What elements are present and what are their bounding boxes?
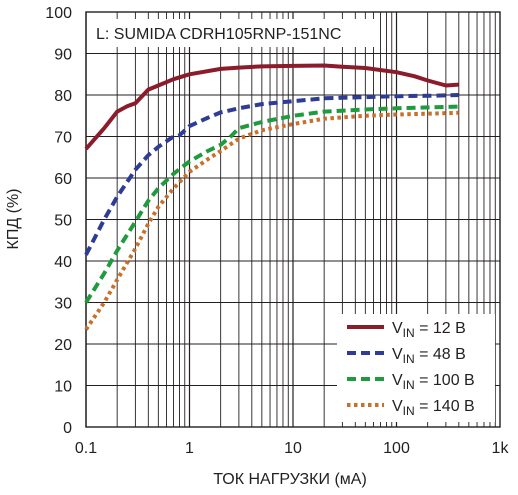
- legend-label-main: V: [392, 372, 403, 389]
- y-tick-label: 70: [54, 130, 72, 147]
- series-line: [84, 63, 459, 151]
- legend-label: VIN = 140 В: [392, 398, 475, 418]
- y-tick-label: 10: [54, 379, 72, 396]
- legend-label-sub: IN: [403, 404, 415, 418]
- y-tick-label: 100: [45, 5, 72, 22]
- legend-label-value: = 12 В: [415, 320, 466, 337]
- legend-label-sub: IN: [403, 378, 415, 392]
- plot-frame: [85, 11, 501, 428]
- legend-label-main: V: [392, 398, 403, 415]
- legend-label: VIN = 48 В: [392, 346, 466, 366]
- y-tick-label: 80: [54, 88, 72, 105]
- tick-labels: 0 10 20 30 40 50 60 70 80 90 100 0.1 1 10 100 1k: [45, 5, 509, 457]
- legend-label-value: = 48 В: [415, 346, 466, 363]
- legend-label: VIN = 100 В: [392, 372, 475, 392]
- legend-label-main: V: [392, 320, 403, 337]
- x-tick-label: 100: [383, 440, 410, 457]
- legend-label-main: V: [392, 346, 403, 363]
- legend-label: VIN = 12 В: [392, 320, 466, 340]
- x-tick-label: 10: [284, 440, 302, 457]
- y-tick-label: 0: [63, 420, 72, 437]
- x-tick-label: 1k: [492, 440, 510, 457]
- legend-label-value: = 100 В: [415, 372, 475, 389]
- series-line: [84, 93, 459, 256]
- x-axis-label: ТОК НАГРУЗКИ (мА): [213, 471, 367, 488]
- series-line: [84, 104, 459, 304]
- y-axis-label: КПД (%): [5, 189, 22, 250]
- annotation-box: [91, 19, 377, 47]
- legend-label-value: = 140 В: [415, 398, 475, 415]
- legend-label-sub: IN: [403, 352, 415, 366]
- x-tick-label: 0.1: [75, 440, 97, 457]
- x-tick-label: 1: [185, 440, 194, 457]
- y-tick-label: 40: [54, 254, 72, 271]
- series-line: [84, 110, 459, 331]
- legend-label-sub: IN: [403, 326, 415, 340]
- y-tick-label: 50: [54, 213, 72, 230]
- y-tick-label: 90: [54, 47, 72, 64]
- y-tick-label: 20: [54, 337, 72, 354]
- y-tick-label: 60: [54, 171, 72, 188]
- series-lines: [84, 63, 459, 331]
- annotation-text: L: SUMIDA CDRH105RNP-151NC: [96, 26, 341, 43]
- y-tick-label: 30: [54, 296, 72, 313]
